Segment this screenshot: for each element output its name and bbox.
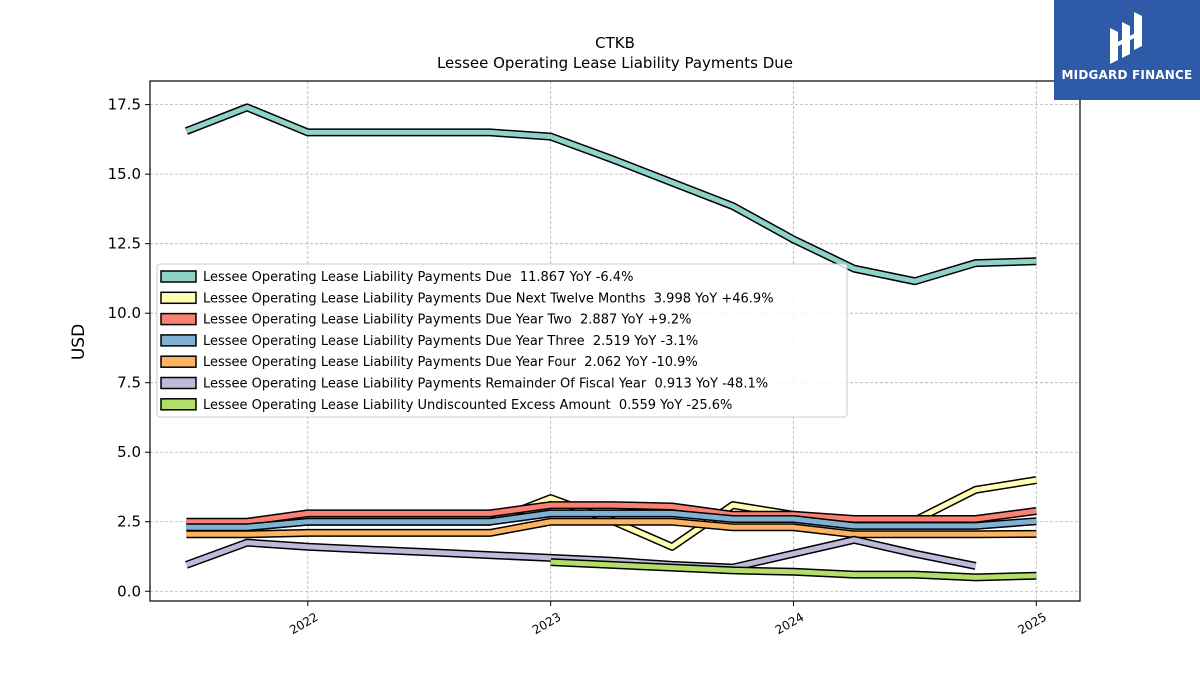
legend: Lessee Operating Lease Liability Payment… — [156, 263, 848, 418]
series-lines — [184, 103, 1037, 582]
legend-swatch — [160, 312, 197, 326]
legend-swatch — [160, 334, 197, 347]
legend-entry-label: Lessee Operating Lease Liability Undisco… — [203, 398, 732, 413]
legend-swatch — [160, 376, 197, 390]
y-axis-label: USD — [69, 324, 89, 360]
legend-swatch — [160, 355, 197, 368]
y-tick-label: 0.0 — [117, 582, 141, 600]
y-tick-label: 10.0 — [108, 304, 141, 322]
legend-entry-label: Lessee Operating Lease Liability Payment… — [203, 270, 633, 285]
brand-name: MIDGARD FINANCE — [1061, 68, 1193, 82]
legend-entry-label: Lessee Operating Lease Liability Payment… — [203, 334, 698, 349]
brand-mark-icon — [1110, 12, 1142, 64]
legend-swatch — [160, 291, 197, 305]
plot-area-frame — [149, 80, 1081, 602]
series-line-6 — [550, 559, 1037, 580]
y-tick-label: 15.0 — [108, 165, 141, 183]
axes: 0.0 2.5 5.0 7.5 10.0 12.5 15.0 17.5 2022 2023 2024… — [108, 96, 1049, 638]
brand-logo: MIDGARD FINANCE — [1054, 0, 1200, 100]
y-tick-label: 5.0 — [117, 443, 141, 461]
y-tick-label: 2.5 — [117, 513, 141, 531]
legend-swatch — [160, 270, 197, 283]
legend-entry-label: Lessee Operating Lease Liability Payment… — [203, 377, 768, 392]
y-tick-label: 12.5 — [108, 235, 141, 253]
x-tick-label: 2022 — [287, 610, 320, 637]
y-tick-label: 17.5 — [108, 96, 141, 114]
legend-swatch — [160, 398, 197, 411]
series-line-0 — [185, 104, 1037, 284]
x-tick-label: 2025 — [1016, 610, 1049, 637]
legend-entry-label: Lessee Operating Lease Liability Payment… — [203, 291, 774, 306]
y-tick-label: 7.5 — [117, 374, 141, 392]
series-line-4 — [186, 519, 1037, 537]
legend-box — [156, 263, 848, 418]
chart-subtitle: Lessee Operating Lease Liability Payment… — [437, 54, 793, 72]
series-line-3 — [186, 510, 1037, 530]
chart-title: CTKB — [595, 34, 635, 52]
x-tick-label: 2024 — [773, 610, 806, 637]
series-line-2 — [186, 502, 1037, 525]
x-tick-label: 2023 — [530, 610, 563, 637]
series-line-5 — [185, 537, 977, 571]
legend-entry-label: Lessee Operating Lease Liability Payment… — [203, 355, 698, 370]
legend-entry-label: Lessee Operating Lease Liability Payment… — [203, 313, 692, 328]
